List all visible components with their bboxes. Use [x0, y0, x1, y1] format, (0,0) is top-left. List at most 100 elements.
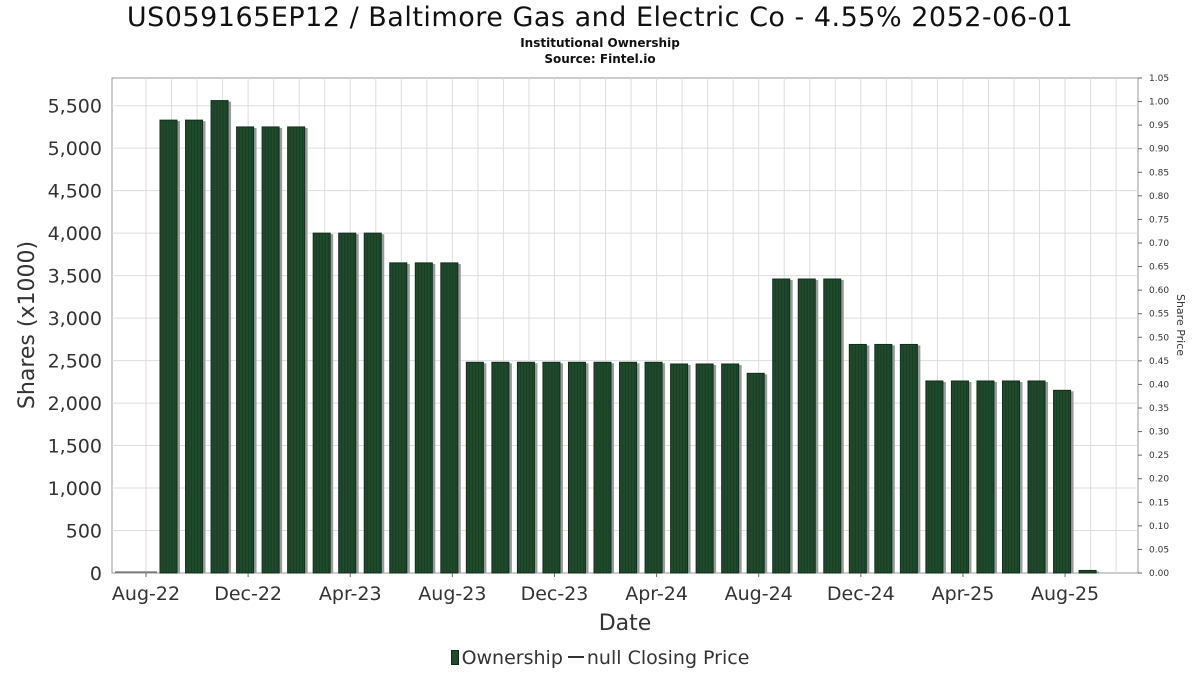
ownership-bar [644, 361, 666, 574]
y2-tick-label: 0.70 [1149, 239, 1169, 249]
y2-tick-label: 0.05 [1149, 545, 1169, 555]
ownership-bar [338, 232, 359, 574]
ownership-bar [950, 380, 972, 574]
bar-body [746, 372, 765, 574]
y-tick-label: 4,000 [48, 223, 102, 245]
ownership-bar [1053, 389, 1074, 574]
ownership-bar [619, 361, 640, 574]
ownership-legend-swatch [450, 650, 459, 665]
y-tick-label: 500 [66, 521, 102, 543]
x-tick-label: Dec-22 [214, 583, 282, 605]
ownership-bar [414, 262, 436, 574]
y-tick-label: 2,500 [48, 351, 102, 373]
y2-axis-label: Share Price [1174, 294, 1187, 356]
ownership-bar [797, 278, 819, 574]
bar-body [899, 343, 918, 574]
y-tick-label: 2,000 [48, 393, 102, 415]
bar-body [772, 278, 791, 574]
legend-ownership-label: Ownership [461, 647, 563, 669]
bar-body [950, 380, 969, 574]
chart-legend: Ownership null Closing Price [0, 647, 1200, 669]
ownership-bar [261, 126, 283, 574]
x-tick-label: Dec-23 [521, 583, 589, 605]
bar-body [797, 278, 816, 574]
ownership-bar [491, 361, 512, 574]
bar-body [619, 361, 638, 574]
ownership-bar [721, 363, 742, 574]
ownership-bar [185, 119, 206, 574]
ownership-bar [1078, 569, 1100, 574]
bar-body [1027, 380, 1046, 574]
y-tick-label: 0 [90, 563, 102, 585]
bar-body [1078, 569, 1097, 574]
bar-body [976, 380, 995, 574]
bar-body [465, 361, 484, 574]
bar-body [721, 363, 740, 574]
ownership-bar [925, 380, 946, 574]
y2-tick-label: 0.10 [1149, 522, 1169, 532]
ownership-bar [542, 361, 563, 574]
x-tick-label: Apr-24 [625, 583, 688, 605]
y2-tick-label: 0.45 [1149, 357, 1169, 367]
y-tick-label: 4,500 [48, 181, 102, 203]
ownership-bar [670, 363, 691, 574]
bar-body [644, 361, 663, 574]
x-tick-label: Apr-23 [319, 583, 382, 605]
x-tick-label: Aug-24 [725, 583, 793, 605]
y2-tick-label: 0.20 [1149, 475, 1169, 485]
ownership-bar [1027, 380, 1049, 574]
bar-body [491, 361, 510, 574]
y2-tick-label: 0.95 [1149, 121, 1169, 131]
y-tick-label: 1,000 [48, 478, 102, 500]
y-tick-label: 5,000 [48, 138, 102, 160]
y-tick-label: 3,000 [48, 308, 102, 330]
y2-tick-label: 0.00 [1149, 569, 1169, 579]
bar-body [542, 361, 561, 574]
y2-tick-label: 0.80 [1149, 192, 1169, 202]
bar-body [210, 100, 229, 574]
ownership-bar [210, 100, 232, 574]
y-tick-label: 5,500 [48, 96, 102, 118]
x-tick-label: Aug-25 [1031, 583, 1099, 605]
y2-tick-label: 0.75 [1149, 215, 1169, 225]
bar-body [389, 262, 408, 574]
ownership-bar [567, 361, 589, 574]
y-tick-label: 3,500 [48, 266, 102, 288]
bar-body [848, 343, 867, 574]
ownership-bar [848, 343, 870, 574]
y2-tick-label: 0.85 [1149, 168, 1169, 178]
bar-body [312, 232, 331, 574]
ownership-bar [1001, 380, 1023, 574]
chart-title: US059165EP12 / Baltimore Gas and Electri… [126, 2, 1074, 33]
ownership-bar [874, 343, 895, 574]
bar-body [567, 361, 586, 574]
x-tick-label: Apr-25 [932, 583, 995, 605]
bar-body [287, 126, 306, 574]
bar-body [185, 119, 204, 574]
legend-price-label: null Closing Price [586, 647, 750, 669]
bar-body [159, 119, 178, 574]
bar-body [338, 232, 357, 574]
bar-body [695, 363, 714, 574]
y2-tick-label: 0.50 [1149, 333, 1169, 343]
ownership-bar [976, 380, 997, 574]
y2-tick-label: 0.55 [1149, 310, 1169, 320]
bars-layer [159, 100, 1100, 574]
bar-body [261, 126, 280, 574]
ownership-bar [389, 262, 410, 574]
ownership-bar [593, 361, 615, 574]
y2-tick-label: 0.15 [1149, 498, 1169, 508]
ownership-chart: 0 500 1,000 1,500 2,000 2,500 3,000 3,500 4,000 4… [15, 74, 1187, 636]
y2-tick-label: 0.25 [1149, 451, 1169, 461]
chart-subtitle: Institutional Ownership [520, 36, 680, 50]
price-legend-line [567, 656, 584, 658]
ownership-bar [363, 232, 385, 574]
bar-body [363, 232, 382, 574]
y2-tick-label: 0.35 [1149, 404, 1169, 414]
bar-body [1053, 389, 1072, 574]
ownership-bar [746, 372, 768, 574]
axes-layer: 0 500 1,000 1,500 2,000 2,500 3,000 3,500 4,000 4… [48, 74, 1170, 605]
y2-tick-label: 0.30 [1149, 428, 1169, 438]
y-axis-label: Shares (x1000) [15, 241, 40, 409]
ownership-bar [159, 119, 180, 574]
